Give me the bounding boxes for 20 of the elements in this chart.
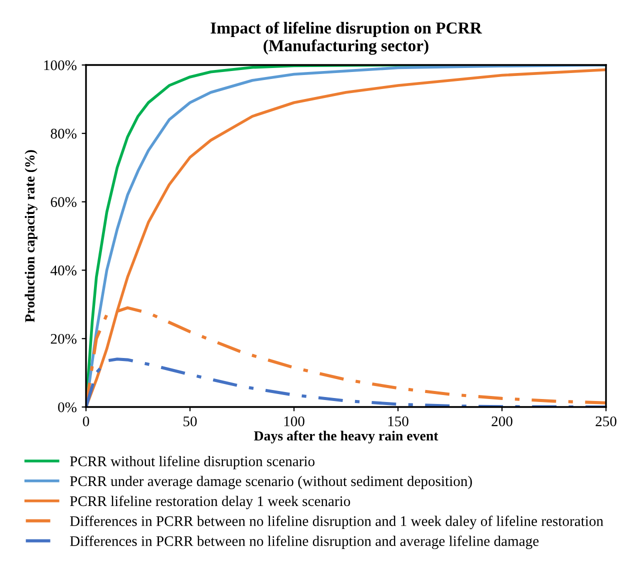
legend-label: PCRR under average damage scenario (without sediment deposition) [70, 476, 472, 490]
y-tick-label: 20% [50, 334, 76, 344]
chart-title: Impact of lifeline disruption on PCRR (Manufacturing sector) [210, 22, 482, 55]
legend-label: Differences in PCRR between no lifeline disruption and 1 week daley of lifeline restoration [70, 516, 604, 530]
x-axis-title: Days after the heavy rain event [254, 430, 438, 444]
x-tick-label: 50 [184, 416, 197, 426]
legend-label: PCRR without lifeline disruption scenario [70, 456, 314, 470]
x-tick-label: 200 [492, 416, 512, 426]
y-tick-label: 100% [44, 60, 76, 70]
x-tick-label: 0 [82, 416, 90, 426]
y-tick-label: 60% [50, 197, 76, 208]
x-tick-label: 250 [596, 416, 616, 426]
legend-label: PCRR lifeline restoration delay 1 week scenario [70, 496, 350, 510]
y-tick-label: 80% [50, 128, 76, 139]
y-tick-label: 40% [50, 266, 76, 276]
y-tick-label: 0% [58, 402, 76, 412]
legend-label: Differences in PCRR between no lifeline disruption and average lifeline damage [70, 536, 539, 550]
x-tick-label: 150 [388, 416, 408, 426]
y-axis-title: Production capacity rate (%) [24, 150, 38, 322]
x-tick-label: 100 [284, 416, 304, 426]
